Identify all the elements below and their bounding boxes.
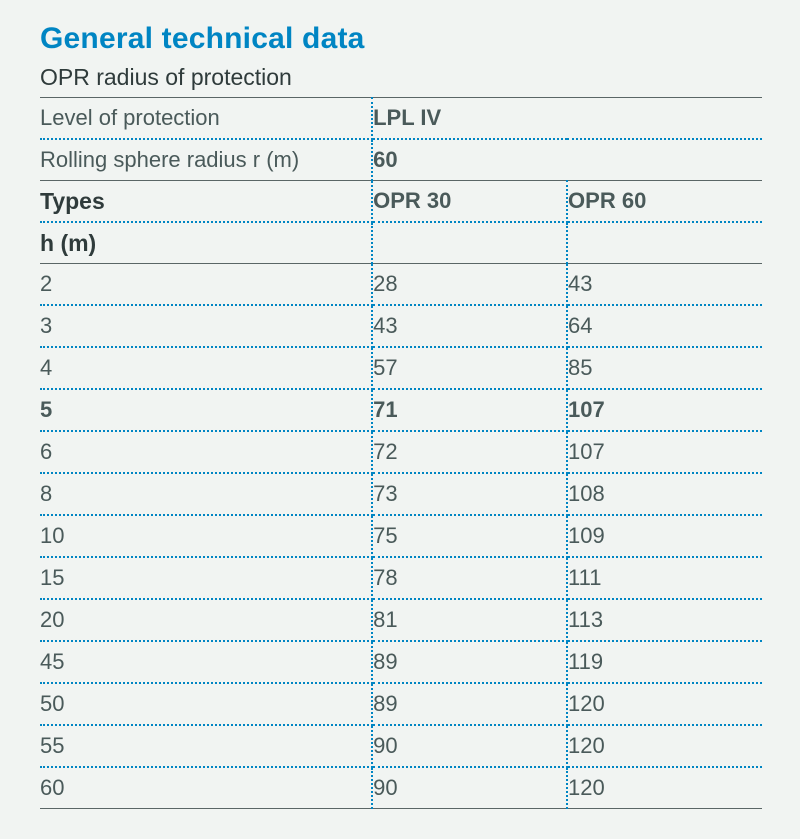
cell-opr60: 120: [567, 767, 762, 809]
cell-opr30: 89: [372, 683, 567, 725]
cell-opr30: 90: [372, 725, 567, 767]
document-page: General technical data OPR radius of pro…: [0, 0, 800, 839]
table-row: 1578111: [40, 557, 762, 599]
cell-h: 6: [40, 431, 372, 473]
cell-opr60: 111: [567, 557, 762, 599]
cell-h: 50: [40, 683, 372, 725]
table-row: 5590120: [40, 725, 762, 767]
cell-opr60: 107: [567, 431, 762, 473]
level-value: LPL IV: [372, 98, 762, 140]
cell-h: 4: [40, 347, 372, 389]
cell-opr60: 85: [567, 347, 762, 389]
cell-h: 5: [40, 389, 372, 431]
table-row: 45785: [40, 347, 762, 389]
types-label: Types: [40, 181, 372, 223]
cell-h: 60: [40, 767, 372, 809]
cell-opr60: 108: [567, 473, 762, 515]
cell-h: 45: [40, 641, 372, 683]
radius-value: 60: [372, 139, 762, 181]
cell-opr60: 107: [567, 389, 762, 431]
table-row: 22843: [40, 264, 762, 306]
cell-opr30: 72: [372, 431, 567, 473]
cell-opr60: 109: [567, 515, 762, 557]
level-label: Level of protection: [40, 98, 372, 140]
header-row-level: Level of protection LPL IV: [40, 98, 762, 140]
cell-opr60: 120: [567, 683, 762, 725]
h-blank1: [372, 222, 567, 264]
types-col1: OPR 30: [372, 181, 567, 223]
cell-opr60: 64: [567, 305, 762, 347]
cell-h: 2: [40, 264, 372, 306]
cell-opr60: 120: [567, 725, 762, 767]
cell-opr30: 78: [372, 557, 567, 599]
cell-opr30: 28: [372, 264, 567, 306]
cell-h: 10: [40, 515, 372, 557]
table-row: 2081113: [40, 599, 762, 641]
table-row: 672107: [40, 431, 762, 473]
cell-h: 15: [40, 557, 372, 599]
table-row: 34364: [40, 305, 762, 347]
cell-opr60: 119: [567, 641, 762, 683]
table-row: 1075109: [40, 515, 762, 557]
data-table: Level of protection LPL IV Rolling spher…: [40, 97, 762, 809]
cell-opr60: 113: [567, 599, 762, 641]
cell-opr30: 81: [372, 599, 567, 641]
table-row: 4589119: [40, 641, 762, 683]
cell-opr30: 71: [372, 389, 567, 431]
table-row: 873108: [40, 473, 762, 515]
cell-h: 8: [40, 473, 372, 515]
sub-title: OPR radius of protection: [40, 64, 762, 91]
cell-opr30: 90: [372, 767, 567, 809]
main-title: General technical data: [40, 22, 762, 56]
table-row: 5089120: [40, 683, 762, 725]
radius-label: Rolling sphere radius r (m): [40, 139, 372, 181]
cell-h: 55: [40, 725, 372, 767]
types-col2: OPR 60: [567, 181, 762, 223]
cell-h: 3: [40, 305, 372, 347]
types-row: Types OPR 30 OPR 60: [40, 181, 762, 223]
h-label-row: h (m): [40, 222, 762, 264]
header-row-radius: Rolling sphere radius r (m) 60: [40, 139, 762, 181]
cell-h: 20: [40, 599, 372, 641]
table-row: 6090120: [40, 767, 762, 809]
cell-opr60: 43: [567, 264, 762, 306]
cell-opr30: 73: [372, 473, 567, 515]
h-label: h (m): [40, 222, 372, 264]
cell-opr30: 89: [372, 641, 567, 683]
h-blank2: [567, 222, 762, 264]
table-row: 571107: [40, 389, 762, 431]
cell-opr30: 43: [372, 305, 567, 347]
cell-opr30: 57: [372, 347, 567, 389]
cell-opr30: 75: [372, 515, 567, 557]
